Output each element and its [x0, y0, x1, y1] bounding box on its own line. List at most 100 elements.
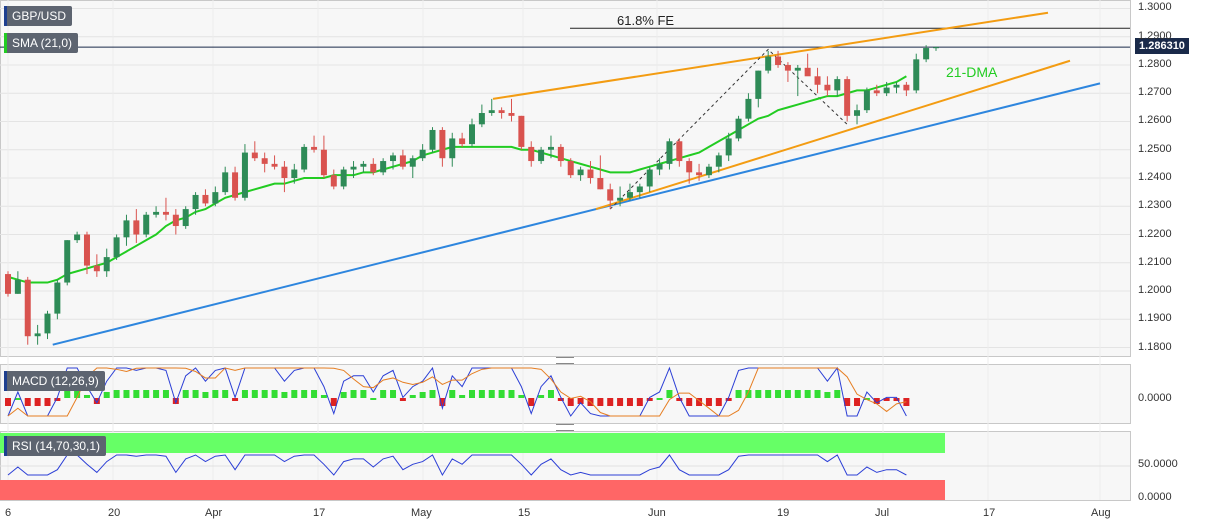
- macd-histogram-bar: [676, 398, 683, 401]
- candle-body: [281, 166, 288, 178]
- price-tick-label: 1.2100: [1138, 255, 1172, 268]
- price-tick-label: 1.2700: [1138, 86, 1172, 99]
- candle-body: [557, 146, 564, 162]
- macd-histogram-bar: [311, 390, 318, 398]
- macd-histogram-bar: [508, 390, 515, 398]
- sma-indicator-label[interactable]: SMA (21,0): [4, 33, 79, 53]
- candle-body: [330, 175, 337, 187]
- label-accent: [4, 436, 7, 456]
- macd-histogram-bar: [775, 390, 782, 398]
- candle-body: [399, 155, 406, 167]
- rsi-indicator-text: RSI (14,70,30,1): [12, 439, 101, 453]
- macd-histogram-bar: [14, 398, 21, 400]
- price-tick-label: 1.1900: [1138, 312, 1172, 325]
- macd-histogram-bar: [241, 390, 248, 398]
- macd-histogram-bar: [459, 395, 466, 398]
- macd-histogram-bar: [557, 398, 564, 401]
- price-tick-label: 1.2400: [1138, 171, 1172, 183]
- macd-histogram-bar: [44, 398, 51, 406]
- candle-body: [933, 47, 939, 49]
- macd-histogram-bar: [488, 390, 495, 398]
- date-tick-label: Jun: [648, 507, 666, 519]
- macd-histogram-bar: [370, 398, 377, 400]
- pane-resize-handle[interactable]: [556, 357, 574, 364]
- macd-histogram-bar: [5, 398, 11, 406]
- macd-histogram-bar: [873, 398, 880, 404]
- macd-histogram-bar: [419, 392, 426, 398]
- date-tick-label: 17: [313, 507, 326, 519]
- macd-histogram-bar: [93, 398, 100, 404]
- macd-histogram-bar: [666, 390, 673, 398]
- macd-histogram-bar: [340, 392, 347, 398]
- candle-body: [775, 56, 782, 65]
- candle-body: [883, 87, 890, 94]
- rsi-overbought-band: [0, 433, 945, 453]
- macd-histogram-bar: [577, 398, 584, 404]
- candle-body: [804, 67, 811, 77]
- macd-histogram-bar: [518, 395, 525, 398]
- macd-histogram-bar: [498, 390, 505, 398]
- candle-body: [419, 149, 426, 159]
- candle-body: [449, 138, 456, 159]
- candle-body: [923, 48, 930, 60]
- candle-body: [153, 211, 160, 215]
- pane-resize-handle[interactable]: [556, 424, 574, 431]
- candle-body: [103, 257, 110, 272]
- macd-indicator-label[interactable]: MACD (12,26,9): [4, 371, 105, 391]
- dma-label: 21-DMA: [946, 64, 998, 80]
- candle-body: [705, 166, 712, 176]
- price-tick-label: 1.2000: [1138, 284, 1172, 297]
- macd-histogram-bar: [350, 390, 357, 398]
- candle-body: [626, 192, 633, 198]
- macd-histogram-bar: [755, 390, 762, 398]
- macd-pane-bg: [0, 364, 1130, 423]
- symbol-label[interactable]: GBP/USD: [4, 6, 73, 26]
- candle-body: [14, 279, 21, 294]
- macd-histogram-bar: [261, 390, 268, 398]
- candle-body: [567, 161, 574, 176]
- candle-body: [301, 146, 308, 170]
- rsi-indicator-label[interactable]: RSI (14,70,30,1): [4, 436, 107, 456]
- fib-extension-label: 61.8% FE: [617, 13, 675, 28]
- zigzag-projection: [609, 48, 848, 210]
- candle-body: [113, 237, 120, 258]
- macd-histogram-bar: [212, 390, 219, 398]
- candle-body: [745, 98, 752, 119]
- candle-body: [488, 110, 495, 114]
- candle-body: [696, 172, 703, 176]
- macd-histogram-bar: [636, 398, 643, 406]
- price-tick-label: 1.2300: [1138, 199, 1172, 212]
- pane-border: [0, 364, 1131, 424]
- candle-body: [409, 158, 416, 167]
- label-accent: [4, 371, 7, 391]
- candle-body: [172, 214, 179, 227]
- macd-histogram-bar: [439, 398, 446, 406]
- candle-body: [202, 194, 209, 204]
- rsi-oversold-band: [0, 480, 945, 500]
- support-trendline: [52, 82, 1101, 346]
- candle-body: [54, 282, 61, 314]
- candle-body: [498, 110, 505, 114]
- candle-body: [370, 163, 377, 173]
- macd-histogram-bar: [320, 395, 327, 398]
- candle-body: [686, 161, 693, 173]
- candle-body: [192, 194, 199, 210]
- macd-histogram-bar: [399, 398, 406, 401]
- candle-body: [24, 279, 31, 337]
- macd-histogram-bar: [478, 390, 485, 398]
- candle-body: [528, 146, 535, 162]
- candle-body: [64, 240, 71, 283]
- macd-histogram-bar: [844, 398, 851, 406]
- macd-histogram-bar: [54, 398, 61, 401]
- candle-body: [863, 90, 870, 111]
- macd-histogram-bar: [607, 398, 614, 406]
- macd-histogram-bar: [745, 390, 752, 398]
- macd-histogram-bar: [597, 398, 604, 406]
- macd-histogram-bar: [64, 390, 71, 398]
- macd-histogram-bar: [696, 398, 703, 406]
- candle-body: [765, 56, 772, 71]
- price-tick-label: 1.2500: [1138, 142, 1172, 155]
- macd-histogram-bar: [281, 392, 288, 398]
- macd-histogram-bar: [330, 398, 337, 406]
